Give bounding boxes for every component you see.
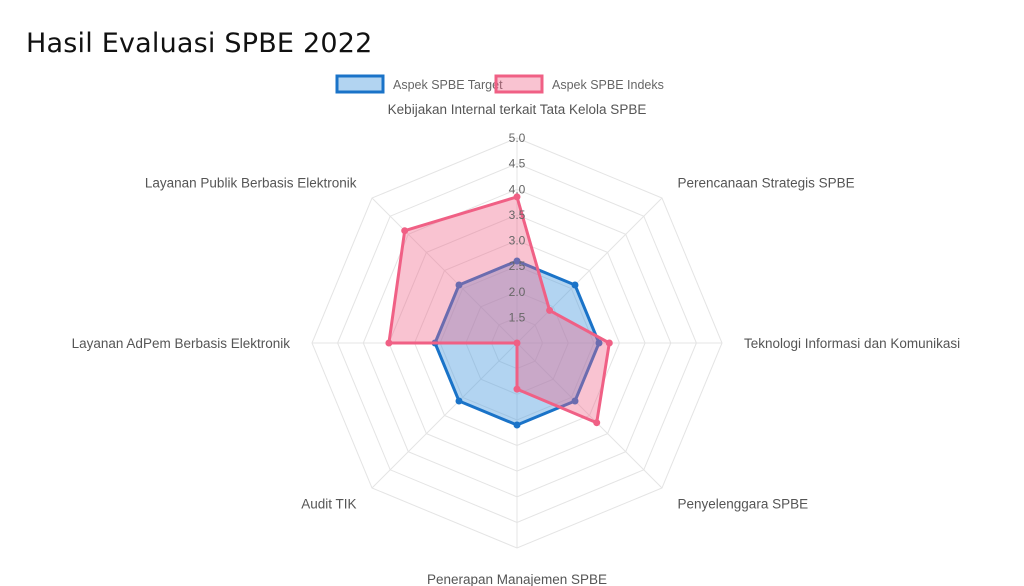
legend-label-1: Aspek SPBE Indeks bbox=[552, 78, 664, 92]
series-point-1-6[interactable] bbox=[385, 339, 393, 347]
axis-label-0: Kebijakan Internal terkait Tata Kelola S… bbox=[388, 102, 647, 117]
axis-label-7: Layanan Publik Berbasis Elektronik bbox=[145, 176, 357, 191]
series-point-1-1[interactable] bbox=[546, 306, 554, 314]
page-title: Hasil Evaluasi SPBE 2022 bbox=[26, 28, 373, 59]
series-point-0-7[interactable] bbox=[455, 281, 463, 289]
series-point-1-7[interactable] bbox=[401, 227, 409, 235]
tick-label-5: 4.0 bbox=[509, 182, 526, 196]
tick-label-6: 4.5 bbox=[509, 157, 526, 171]
series-1 bbox=[385, 193, 613, 427]
axis-label-1: Perencanaan Strategis SPBE bbox=[678, 176, 855, 191]
series-point-1-4[interactable] bbox=[513, 385, 521, 393]
tick-label-1: 2.0 bbox=[509, 285, 526, 299]
axis-label-4: Penerapan Manajemen SPBE bbox=[427, 572, 607, 586]
axis-label-5: Audit TIK bbox=[301, 497, 356, 512]
spoke-3 bbox=[516, 342, 663, 489]
chart-legend: Aspek SPBE Target Aspek SPBE Indeks bbox=[335, 74, 664, 94]
radial-tick-labels: 1.5 2.0 2.5 3.0 3.5 4.0 4.5 5.0 bbox=[509, 131, 526, 324]
series-point-0-3[interactable] bbox=[571, 397, 579, 405]
series-point-1-2[interactable] bbox=[605, 339, 613, 347]
series-point-0-1[interactable] bbox=[571, 281, 579, 289]
series-point-0-4[interactable] bbox=[513, 421, 521, 429]
tick-label-4: 3.5 bbox=[509, 208, 526, 222]
radar-axis-labels: Kebijakan Internal terkait Tata Kelola S… bbox=[72, 102, 961, 586]
axis-label-2: Teknologi Informasi dan Komunikasi bbox=[744, 336, 960, 351]
tick-label-3: 3.0 bbox=[509, 234, 526, 248]
legend-label-0: Aspek SPBE Target bbox=[393, 78, 503, 92]
axis-label-3: Penyelenggara SPBE bbox=[678, 497, 809, 512]
tick-label-7: 5.0 bbox=[509, 131, 526, 145]
series-point-1-0[interactable] bbox=[513, 193, 521, 201]
legend-swatch-1[interactable] bbox=[494, 74, 544, 94]
legend-swatch-0[interactable] bbox=[335, 74, 385, 94]
spoke-5 bbox=[371, 342, 518, 489]
series-point-0-0[interactable] bbox=[513, 257, 521, 265]
tick-label-2: 2.5 bbox=[509, 259, 526, 273]
series-point-1-3[interactable] bbox=[593, 419, 601, 427]
spoke-7 bbox=[371, 197, 518, 344]
tick-label-0: 1.5 bbox=[509, 310, 526, 324]
series-point-0-5[interactable] bbox=[455, 397, 463, 405]
axis-label-6: Layanan AdPem Berbasis Elektronik bbox=[72, 336, 291, 351]
series-point-0-2[interactable] bbox=[595, 339, 603, 347]
spoke-1 bbox=[516, 197, 663, 344]
series-point-1-5[interactable] bbox=[513, 339, 521, 347]
radar-series bbox=[385, 193, 613, 429]
